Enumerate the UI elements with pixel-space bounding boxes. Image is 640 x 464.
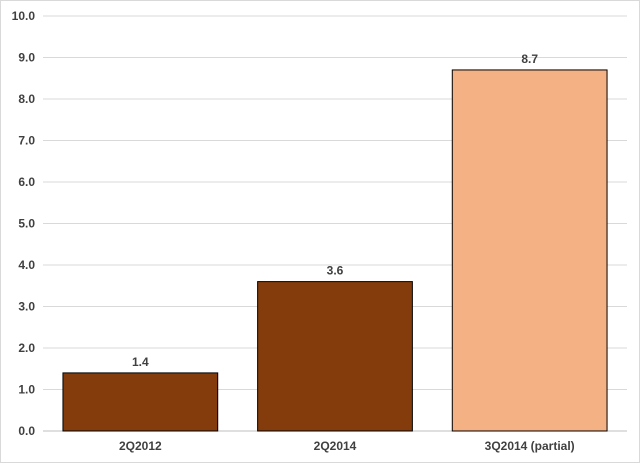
x-tick-label: 2Q2014 <box>314 439 357 453</box>
bar <box>62 372 219 432</box>
y-tick-label: 6.0 <box>18 175 35 189</box>
x-tick-label: 2Q2012 <box>119 439 162 453</box>
bar <box>451 69 608 432</box>
data-label: 3.6 <box>327 264 344 278</box>
y-tick-label: 3.0 <box>18 300 35 314</box>
y-tick-label: 7.0 <box>18 134 35 148</box>
y-tick-label: 8.0 <box>18 92 35 106</box>
bars <box>62 69 608 432</box>
x-axis-ticks: 2Q2012 2Q2014 3Q2014 (partial) <box>119 439 575 453</box>
y-tick-label: 10.0 <box>12 9 36 23</box>
bar <box>257 281 413 432</box>
y-tick-label: 1.0 <box>18 383 35 397</box>
data-label: 1.4 <box>132 355 149 369</box>
x-tick-label: 3Q2014 (partial) <box>485 439 575 453</box>
data-label: 8.7 <box>521 52 538 66</box>
y-tick-label: 5.0 <box>18 217 35 231</box>
y-tick-label: 4.0 <box>18 258 35 272</box>
y-tick-label: 9.0 <box>18 51 35 65</box>
y-tick-label: 0.0 <box>18 424 35 438</box>
y-tick-label: 2.0 <box>18 341 35 355</box>
data-labels: 1.4 3.6 8.7 <box>132 52 538 369</box>
y-axis-ticks: 0.0 1.0 2.0 3.0 4.0 5.0 6.0 7.0 8.0 9.0 10.0 <box>12 9 36 438</box>
